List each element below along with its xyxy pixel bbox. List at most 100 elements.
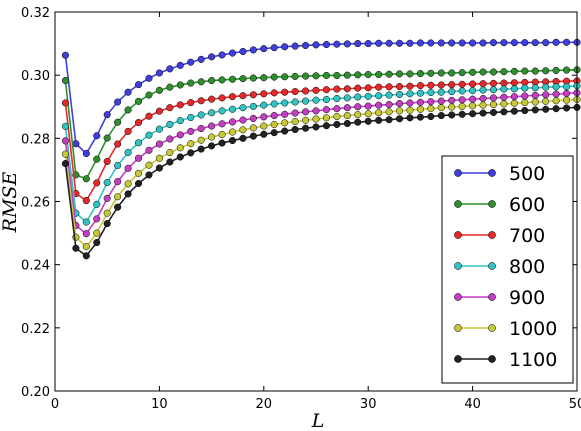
data-point <box>375 92 383 100</box>
legend-entry-500: 500 <box>454 163 545 185</box>
data-point <box>312 107 320 115</box>
data-point <box>395 115 404 123</box>
data-point <box>469 68 477 76</box>
data-point <box>145 112 153 120</box>
data-point <box>395 107 404 115</box>
data-point <box>166 158 174 166</box>
data-point <box>427 88 435 97</box>
data-point <box>93 155 101 163</box>
data-point <box>364 70 372 79</box>
data-point <box>489 108 498 116</box>
data-point <box>479 39 487 47</box>
data-point <box>395 82 404 91</box>
data-point <box>270 112 278 120</box>
data-point <box>343 94 351 102</box>
data-point <box>375 39 383 47</box>
data-point <box>416 98 424 106</box>
y-axis-title: RMSE <box>0 172 21 234</box>
data-point <box>416 105 424 113</box>
series-layer <box>61 38 581 260</box>
data-point <box>187 113 195 122</box>
data-point <box>82 197 90 205</box>
data-point <box>208 109 216 117</box>
data-point <box>343 112 351 120</box>
data-point <box>510 99 518 107</box>
legend-marker <box>454 293 462 301</box>
data-point <box>82 243 90 251</box>
data-point <box>458 102 466 110</box>
legend-marker <box>488 200 496 208</box>
series-800 <box>61 82 581 226</box>
data-point <box>354 71 362 79</box>
data-point <box>176 61 184 69</box>
legend-entry-1100: 1100 <box>454 349 557 371</box>
legend: 500 600 700 800 900 1000 1100 <box>441 155 574 384</box>
data-point <box>458 39 466 47</box>
data-point <box>448 111 456 119</box>
data-point <box>354 103 362 111</box>
data-point <box>364 110 372 118</box>
data-point <box>93 239 101 247</box>
data-point <box>249 74 257 82</box>
data-point <box>260 90 268 98</box>
data-point <box>260 122 268 130</box>
data-point <box>333 94 341 103</box>
data-point <box>343 119 351 128</box>
data-point <box>364 84 372 92</box>
data-point <box>72 244 80 252</box>
data-point <box>249 124 257 132</box>
data-point <box>302 116 310 124</box>
data-point <box>406 39 414 47</box>
data-point <box>82 175 90 183</box>
legend-entry-700: 700 <box>454 225 545 247</box>
data-point <box>249 91 257 99</box>
data-point <box>260 45 268 53</box>
data-point <box>260 74 268 82</box>
data-point <box>166 65 174 73</box>
data-point <box>563 96 571 104</box>
data-point <box>375 70 383 79</box>
data-point <box>354 111 362 119</box>
legend-marker <box>454 324 462 332</box>
data-point <box>302 72 310 80</box>
data-point <box>61 150 69 158</box>
data-point <box>218 130 226 139</box>
data-point <box>427 81 435 89</box>
data-point <box>155 107 163 115</box>
data-point <box>489 94 498 102</box>
data-point <box>114 98 122 106</box>
data-point <box>322 86 330 94</box>
data-point <box>479 68 487 76</box>
y-tick-label: 0.22 <box>21 322 50 337</box>
data-point <box>291 42 299 50</box>
data-point <box>208 142 216 150</box>
data-point <box>406 114 414 122</box>
data-point <box>145 74 153 82</box>
data-point <box>208 122 216 130</box>
data-point <box>114 161 122 170</box>
data-point <box>134 139 143 147</box>
data-point <box>124 88 132 96</box>
x-tick-label: 40 <box>464 397 481 412</box>
data-point <box>93 215 101 223</box>
data-point <box>406 82 414 90</box>
data-point <box>542 91 550 99</box>
data-point <box>343 104 351 112</box>
data-point <box>448 88 456 96</box>
series-700 <box>61 77 581 205</box>
data-point <box>479 94 487 103</box>
data-point <box>291 118 299 126</box>
data-point <box>437 97 445 105</box>
data-point <box>448 96 456 104</box>
data-point <box>437 112 445 120</box>
data-point <box>416 113 424 121</box>
data-point <box>61 99 69 107</box>
data-point <box>124 164 132 172</box>
data-point <box>166 135 174 143</box>
data-point <box>395 90 404 98</box>
data-point <box>510 85 518 93</box>
data-point <box>552 38 560 46</box>
data-point <box>312 86 320 94</box>
data-point <box>82 218 90 226</box>
data-point <box>187 58 195 66</box>
